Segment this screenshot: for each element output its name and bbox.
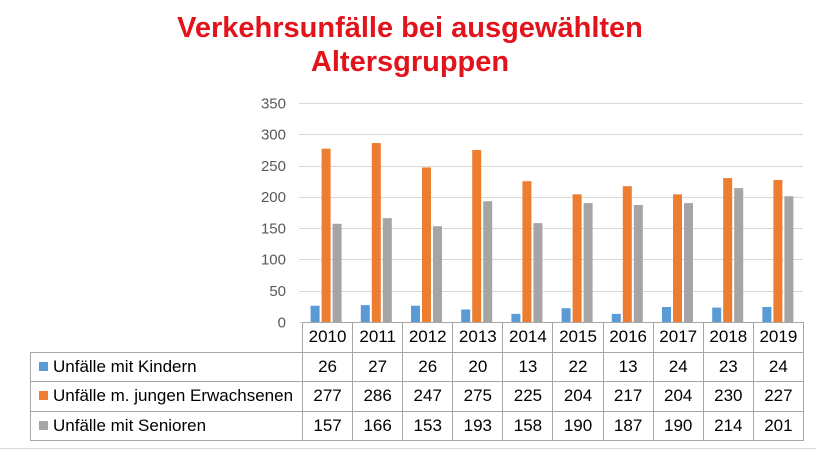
value-cell: 13 xyxy=(602,351,654,382)
bar-series2-2010 xyxy=(321,148,331,322)
bar-plot: 0 50 100 150 200 250 300 350 xyxy=(261,95,803,330)
bar-series3-2013 xyxy=(483,201,493,322)
value-cell: 190 xyxy=(552,410,604,441)
value-cell: 153 xyxy=(402,410,454,441)
value-cell: 217 xyxy=(602,381,654,412)
gridlines xyxy=(299,103,803,323)
series-name: Unfälle m. jungen Erwachsenen xyxy=(53,386,294,406)
bar-series3-2017 xyxy=(684,203,693,322)
value-cell: 193 xyxy=(452,410,504,441)
bar-series3-2018 xyxy=(734,188,744,322)
bottom-rule xyxy=(0,448,816,449)
bar-series2-2012 xyxy=(422,167,431,322)
year-header-cell: 2019 xyxy=(752,322,804,353)
value-cell: 230 xyxy=(702,381,754,412)
bar-series3-2011 xyxy=(382,218,392,322)
chart-title: Verkehrsunfälle bei ausgewählten Altersg… xyxy=(177,12,643,78)
legend-key xyxy=(39,420,48,430)
bar-series1-2012 xyxy=(411,305,420,322)
series-label-cell: Unfälle mit Senioren xyxy=(30,410,303,441)
series-label-cell: Unfälle m. jungen Erwachsenen xyxy=(30,381,303,412)
year-header-cell: 2014 xyxy=(502,322,554,353)
value-cell: 26 xyxy=(402,351,454,382)
value-cell: 27 xyxy=(352,351,404,382)
bar-series3-2010 xyxy=(332,223,342,322)
value-cell: 204 xyxy=(652,381,704,412)
year-header-cell: 2017 xyxy=(652,322,704,353)
bars xyxy=(310,143,794,322)
bar-series3-2014 xyxy=(533,223,543,322)
bar-series2-2019 xyxy=(773,179,783,322)
bar-series2-2017 xyxy=(673,194,682,322)
value-cell: 22 xyxy=(552,351,604,382)
bar-series1-2011 xyxy=(360,305,370,322)
value-cell: 247 xyxy=(402,381,454,412)
y-tick-label: 350 xyxy=(261,95,286,112)
y-tick-label: 300 xyxy=(261,127,286,144)
value-cell: 204 xyxy=(552,381,604,412)
value-cell: 277 xyxy=(301,381,354,412)
value-cell: 286 xyxy=(352,381,404,412)
bar-series3-2019 xyxy=(784,196,794,322)
y-tick-label: 150 xyxy=(261,220,286,237)
bar-series1-2013 xyxy=(461,309,471,322)
value-cell: 187 xyxy=(602,410,654,441)
value-cell: 13 xyxy=(502,351,554,382)
value-cell: 225 xyxy=(502,381,554,412)
year-header-cell: 2012 xyxy=(402,322,454,353)
bar-series1-2016 xyxy=(611,313,621,322)
value-cell: 201 xyxy=(752,410,804,441)
year-header-cell: 2018 xyxy=(702,322,754,353)
bar-series1-2017 xyxy=(662,306,671,322)
data-table: 2010 2011 2012 2013 2014 2015 2016 2017 2018 2019… xyxy=(30,322,804,441)
bar-series1-2015 xyxy=(561,308,571,322)
year-header-cell: 2013 xyxy=(452,322,504,353)
bar-series3-2015 xyxy=(583,203,593,322)
bar-series1-2010 xyxy=(310,305,320,322)
value-cell: 227 xyxy=(752,381,804,412)
value-cell: 157 xyxy=(301,410,354,441)
year-header-cell: 2010 xyxy=(301,322,354,353)
legend-key xyxy=(39,361,48,371)
bar-series3-2016 xyxy=(633,204,643,322)
value-cell: 26 xyxy=(301,351,354,382)
table-row: Unfälle m. jungen Erwachsenen 277 286 247 27… xyxy=(30,381,804,412)
bar-series1-2018 xyxy=(712,307,722,322)
table-row: Unfälle mit Kindern 26 27 26 20 13 22 13 24 23 24 xyxy=(30,351,804,382)
bar-series2-2013 xyxy=(472,149,482,322)
table-corner-cell xyxy=(31,323,303,353)
table-header-row: 2010 2011 2012 2013 2014 2015 2016 2017 2018 2019 xyxy=(31,322,804,353)
value-cell: 166 xyxy=(352,410,404,441)
table-row: Unfälle mit Senioren 157 166 153 193 158 190 18… xyxy=(30,410,804,441)
y-tick-label: 100 xyxy=(261,252,286,269)
bar-series2-2011 xyxy=(371,143,381,322)
bar-series1-2014 xyxy=(511,313,521,322)
legend-key xyxy=(39,391,48,401)
year-header-cell: 2011 xyxy=(352,322,404,353)
series-name: Unfälle mit Kindern xyxy=(53,356,197,376)
y-tick-label: 200 xyxy=(261,189,286,206)
series-label-cell: Unfälle mit Kindern xyxy=(30,351,303,382)
value-cell: 24 xyxy=(652,351,704,382)
value-cell: 24 xyxy=(752,351,804,382)
bar-series2-2015 xyxy=(572,194,582,322)
bar-series2-2014 xyxy=(522,181,532,322)
value-cell: 23 xyxy=(702,351,754,382)
value-cell: 158 xyxy=(502,410,554,441)
bar-series1-2019 xyxy=(762,306,772,322)
y-tick-label: 50 xyxy=(269,283,286,300)
bar-series3-2012 xyxy=(433,226,442,322)
bar-series2-2016 xyxy=(622,186,632,322)
y-tick-label: 250 xyxy=(261,158,286,175)
value-cell: 20 xyxy=(452,351,504,382)
y-tick-label: 0 xyxy=(278,314,286,330)
year-header-cell: 2015 xyxy=(552,322,604,353)
value-cell: 190 xyxy=(652,410,704,441)
series-name: Unfälle mit Senioren xyxy=(53,415,207,435)
value-cell: 275 xyxy=(452,381,504,412)
year-header-cell: 2016 xyxy=(602,322,654,353)
value-cell: 214 xyxy=(702,410,754,441)
y-axis-tick-labels: 0 50 100 150 200 250 300 350 xyxy=(261,95,286,330)
bar-series2-2018 xyxy=(723,178,733,322)
